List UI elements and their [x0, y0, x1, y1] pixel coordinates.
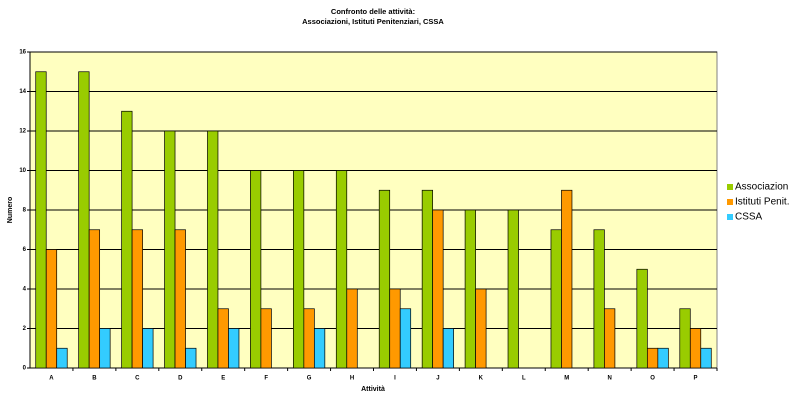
bar	[550, 229, 562, 369]
legend-label: Associazioni	[735, 182, 789, 193]
bar	[131, 229, 143, 369]
x-axis-label: Attività	[361, 386, 385, 393]
y-tick-label: 4	[23, 287, 27, 293]
chart-title: Confronto delle attività:	[331, 7, 415, 16]
bar	[228, 328, 240, 369]
y-tick-label: 0	[23, 366, 27, 372]
bar	[679, 308, 691, 369]
bar	[185, 347, 197, 369]
bar	[292, 170, 305, 369]
legend-swatch	[727, 184, 733, 190]
x-tick-label: I	[394, 376, 396, 382]
bar	[593, 229, 605, 369]
x-tick-label: E	[221, 376, 225, 382]
legend-label: CSSA	[735, 212, 763, 223]
bar	[389, 288, 401, 369]
bar	[561, 189, 573, 369]
x-tick-label: O	[650, 376, 655, 382]
x-tick-label: N	[607, 376, 611, 382]
bar	[56, 347, 68, 369]
bar	[207, 130, 219, 369]
bar	[99, 328, 111, 369]
x-tick-label: G	[307, 376, 312, 382]
bar	[346, 288, 358, 369]
bar	[45, 249, 58, 369]
bar	[646, 347, 659, 369]
bar	[475, 288, 487, 369]
bar	[142, 328, 154, 369]
x-tick-label: F	[264, 376, 268, 382]
bar	[303, 308, 315, 369]
y-tick-label: 16	[19, 50, 26, 56]
y-tick-label: 14	[19, 89, 26, 95]
y-tick-label: 12	[19, 129, 26, 135]
x-tick-label: D	[178, 376, 183, 382]
bar	[442, 328, 455, 369]
bar	[164, 130, 176, 369]
y-tick-label: 10	[19, 168, 26, 174]
bar	[507, 209, 519, 369]
bar	[260, 308, 272, 369]
bar	[636, 268, 648, 369]
bar	[217, 308, 229, 369]
bar	[250, 170, 262, 369]
x-tick-label: B	[92, 376, 97, 382]
chart-subtitle: Associazioni, Istituti Penitenziari, CSS…	[302, 17, 444, 26]
bar	[174, 229, 186, 369]
bar	[78, 71, 90, 369]
bar	[464, 209, 476, 369]
x-tick-label: A	[49, 376, 54, 382]
bar	[121, 110, 133, 369]
bar	[378, 189, 391, 369]
legend-label: Istituti Penit.	[735, 197, 789, 208]
bar	[657, 347, 669, 369]
bar	[700, 347, 712, 369]
bar	[432, 209, 444, 369]
x-tick-label: J	[436, 376, 439, 382]
bar	[313, 328, 326, 369]
x-tick-label: K	[479, 376, 484, 382]
x-tick-label: C	[135, 376, 140, 382]
bar	[335, 170, 348, 369]
bar	[604, 308, 616, 369]
y-tick-label: 6	[23, 247, 27, 253]
bar	[399, 308, 412, 369]
y-tick-label: 8	[23, 208, 27, 214]
legend-swatch	[727, 199, 733, 205]
bar	[421, 189, 434, 369]
legend-swatch	[727, 214, 733, 220]
x-tick-label: M	[564, 376, 569, 382]
x-tick-label: P	[694, 376, 698, 382]
bar	[88, 229, 101, 369]
y-axis-label: Numero	[7, 197, 14, 223]
y-tick-label: 2	[23, 326, 27, 332]
bar	[689, 328, 702, 369]
x-tick-label: H	[350, 376, 354, 382]
x-tick-label: L	[522, 376, 526, 382]
bar	[35, 71, 47, 369]
